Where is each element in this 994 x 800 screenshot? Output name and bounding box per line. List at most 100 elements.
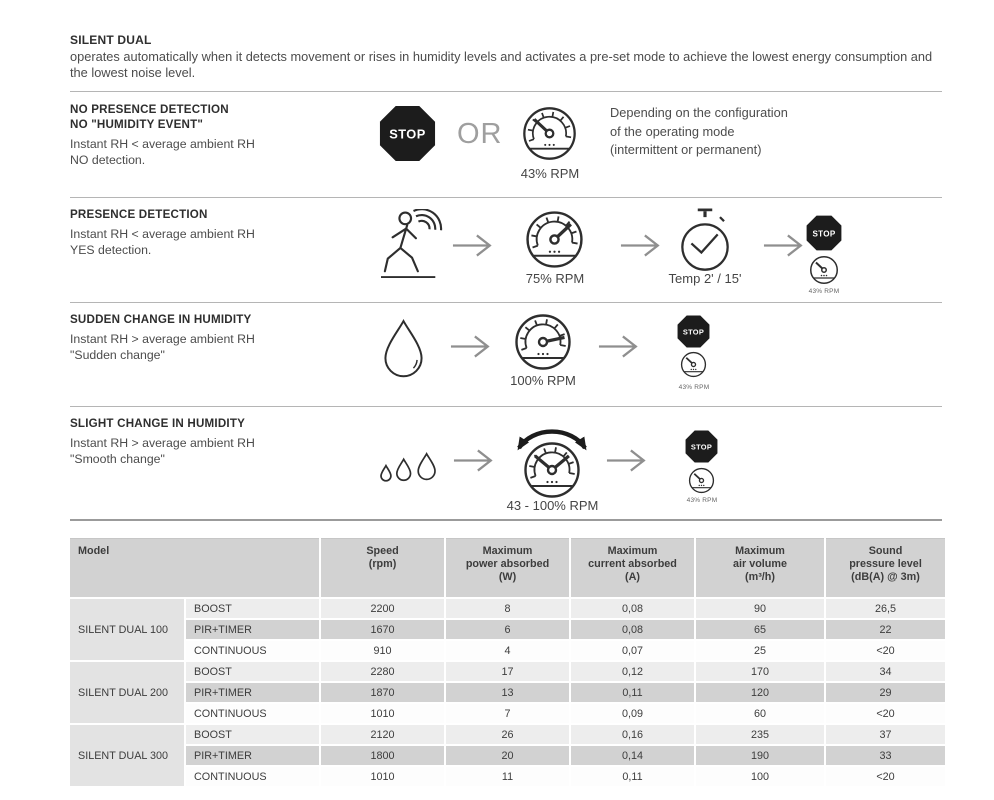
current-cell: 0,07 — [570, 640, 697, 662]
speed-cell: 910 — [320, 640, 447, 662]
mode-cell: PIR+TIMER — [185, 682, 322, 704]
model-cell: SILENT DUAL 100 — [70, 598, 186, 662]
arrow-icon — [620, 231, 664, 260]
stop-icon: STOP — [379, 105, 436, 162]
speed-cell: 1010 — [320, 766, 447, 788]
speed-cell: 2120 — [320, 724, 447, 746]
model-cell: SILENT DUAL 200 — [70, 661, 186, 725]
speed-cell: 2200 — [320, 598, 447, 620]
power-cell: 4 — [445, 640, 572, 662]
mode-cell: CONTINUOUS — [185, 766, 322, 788]
table-row: CONTINUOUS 1010 7 0,09 60 <20 — [70, 703, 948, 725]
air-cell: 235 — [695, 724, 827, 746]
mode-cell: BOOST — [185, 598, 322, 620]
speed-cell: 2280 — [320, 661, 447, 683]
gauge-43-icon — [521, 105, 578, 162]
col-header-air: Maximum air volume (m³/h) — [695, 538, 827, 599]
current-cell: 0,08 — [570, 619, 697, 641]
current-cell: 0,16 — [570, 724, 697, 746]
sound-cell: <20 — [825, 640, 948, 662]
table-row: CONTINUOUS 910 4 0,07 25 <20 — [70, 640, 948, 662]
air-cell: 65 — [695, 619, 827, 641]
gauge-75-label: 75% RPM — [525, 271, 585, 286]
section-divider — [70, 91, 942, 92]
air-cell: 170 — [695, 661, 827, 683]
table-row: PIR+TIMER 1800 20 0,14 190 33 — [70, 745, 948, 767]
mode4-text: SLIGHT CHANGE IN HUMIDITY Instant RH > a… — [70, 416, 255, 467]
table-row: CONTINUOUS 1010 11 0,11 100 <20 — [70, 766, 948, 788]
current-cell: 0,14 — [570, 745, 697, 767]
mode2-title: PRESENCE DETECTION — [70, 208, 208, 221]
spec-table-wrap: Model Speed (rpm) Maximum power absorbed… — [70, 538, 948, 788]
mode3-line2: "Sudden change" — [70, 348, 165, 362]
speed-cell: 1010 — [320, 703, 447, 725]
timer-label: Temp 2' / 15' — [668, 271, 742, 286]
table-row: PIR+TIMER 1870 13 0,11 120 29 — [70, 682, 948, 704]
sound-cell: 29 — [825, 682, 948, 704]
speed-cell: 1800 — [320, 745, 447, 767]
power-cell: 17 — [445, 661, 572, 683]
power-cell: 11 — [445, 766, 572, 788]
sound-cell: 22 — [825, 619, 948, 641]
stop-icon-small: STOP — [685, 430, 718, 463]
air-cell: 120 — [695, 682, 827, 704]
model-cell: SILENT DUAL 300 — [70, 724, 186, 788]
mini-gauge-icon — [688, 467, 715, 494]
gauge-100-label: 100% RPM — [510, 373, 576, 388]
table-row: SILENT DUAL 200 BOOST 2280 17 0,12 170 3… — [70, 661, 948, 725]
mode2-text: PRESENCE DETECTION Instant RH < average … — [70, 207, 255, 258]
air-cell: 90 — [695, 598, 827, 620]
mode2-line1: Instant RH < average ambient RH — [70, 227, 255, 241]
col-header-speed: Speed (rpm) — [320, 538, 447, 599]
mode1-title: NO PRESENCE DETECTION — [70, 103, 229, 116]
droplets-icon — [379, 444, 441, 484]
sound-cell: 37 — [825, 724, 948, 746]
mode1-title2: NO "HUMIDITY EVENT" — [70, 118, 204, 131]
air-cell: 60 — [695, 703, 827, 725]
sound-cell: <20 — [825, 703, 948, 725]
mode3-text: SUDDEN CHANGE IN HUMIDITY Instant RH > a… — [70, 312, 255, 363]
power-cell: 26 — [445, 724, 572, 746]
mode2-line2: YES detection. — [70, 243, 152, 257]
power-cell: 13 — [445, 682, 572, 704]
section-divider — [70, 197, 942, 198]
gauge-43-label: 43% RPM — [520, 166, 580, 181]
stopwatch-icon — [676, 207, 734, 278]
mode3-line1: Instant RH > average ambient RH — [70, 332, 255, 346]
stop-icon-small: STOP — [677, 315, 710, 348]
mini-gauge-label: 43% RPM — [678, 384, 710, 391]
mode1-line2: NO detection. — [70, 153, 146, 167]
power-cell: 6 — [445, 619, 572, 641]
mode-cell: CONTINUOUS — [185, 640, 322, 662]
air-cell: 190 — [695, 745, 827, 767]
speed-cell: 1670 — [320, 619, 447, 641]
current-cell: 0,11 — [570, 766, 697, 788]
svg-text:STOP: STOP — [691, 443, 712, 452]
gauge-75-icon — [524, 209, 585, 270]
gauge-100-icon — [513, 312, 573, 372]
mode-cell: BOOST — [185, 724, 322, 746]
table-row: SILENT DUAL 100 BOOST 2200 8 0,08 90 26,… — [70, 598, 948, 662]
mini-gauge-label: 43% RPM — [808, 288, 840, 295]
current-cell: 0,09 — [570, 703, 697, 725]
arrow-icon — [452, 231, 496, 260]
mode4-line2: "Smooth change" — [70, 452, 165, 466]
section-divider — [70, 406, 942, 407]
page-title: SILENT DUAL — [70, 33, 152, 47]
table-row: PIR+TIMER 1670 6 0,08 65 22 — [70, 619, 948, 641]
speed-cell: 1870 — [320, 682, 447, 704]
current-cell: 0,11 — [570, 682, 697, 704]
arrow-icon — [606, 446, 650, 475]
table-row: SILENT DUAL 300 BOOST 2120 26 0,16 235 3… — [70, 724, 948, 788]
current-cell: 0,12 — [570, 661, 697, 683]
mode3-title: SUDDEN CHANGE IN HUMIDITY — [70, 313, 252, 326]
mini-gauge-icon — [809, 255, 839, 285]
power-cell: 7 — [445, 703, 572, 725]
mode1-text: NO PRESENCE DETECTION NO "HUMIDITY EVENT… — [70, 102, 255, 168]
sound-cell: 34 — [825, 661, 948, 683]
arrow-icon — [763, 231, 807, 260]
dual-gauge-icon — [512, 416, 592, 502]
mode-cell: PIR+TIMER — [185, 619, 322, 641]
sound-cell: 26,5 — [825, 598, 948, 620]
